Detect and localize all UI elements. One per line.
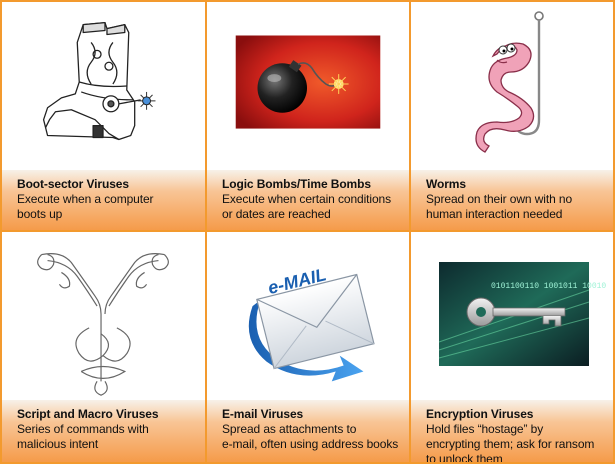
card-caption: Worms Spread on their own with no human … [411,170,613,230]
card-worms: Worms Spread on their own with no human … [411,2,613,232]
card-image [411,2,613,170]
card-image: 0101100110 1001011 10010 [411,232,613,400]
card-title: Script and Macro Viruses [17,407,159,421]
card-description: Spread on their own with no human intera… [426,192,573,221]
card-description: Execute when a computer boots up [17,192,154,221]
card-encryption: 0101100110 1001011 10010 Encryption Viru… [411,232,613,462]
card-image: e-MAIL [207,232,409,400]
cowboy-boot-icon [42,21,156,141]
card-description: Spread as attachments to e-mail, often u… [222,422,399,451]
card-caption: Script and Macro Viruses Series of comma… [2,400,205,462]
card-logic-bombs: Logic Bombs/Time Bombs Execute when cert… [207,2,411,232]
worm-on-hook-icon [475,11,544,153]
bomb-icon [235,35,381,129]
key-binary-icon: 0101100110 1001011 10010 [438,262,606,366]
card-description: Hold files “hostage” by encrypting them;… [426,422,595,462]
email-envelope-icon: e-MAIL [248,264,375,382]
card-script-macro: Script and Macro Viruses Series of comma… [2,232,207,462]
ornamental-letter-y-icon [37,253,169,396]
card-caption: Logic Bombs/Time Bombs Execute when cert… [207,170,409,230]
card-image [2,232,205,400]
card-image [207,2,409,170]
card-caption: Boot-sector Viruses Execute when a compu… [2,170,205,230]
card-title: Boot-sector Viruses [17,177,129,191]
card-boot-sector: Boot-sector Viruses Execute when a compu… [2,2,207,232]
card-description: Execute when certain conditions or dates… [222,192,392,221]
card-image [2,2,205,170]
card-title: E-mail Viruses [222,407,304,421]
card-title: Logic Bombs/Time Bombs [222,177,371,191]
card-email: e-MAIL E-mail Viruses Spread as attachme… [207,232,411,462]
card-description: Series of commands with malicious intent [17,422,149,451]
card-caption: E-mail Viruses Spread as attachments to … [207,400,409,462]
card-title: Worms [426,177,466,191]
card-caption: Encryption Viruses Hold files “hostage” … [411,400,613,462]
card-title: Encryption Viruses [426,407,534,421]
binary-image-label: 0101100110 1001011 10010 [491,282,606,291]
